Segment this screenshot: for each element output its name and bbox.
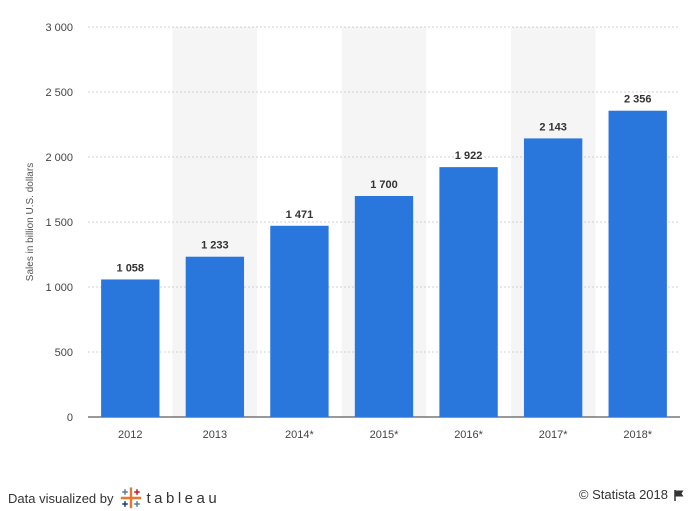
bar[interactable]: [101, 279, 160, 417]
tableau-logo[interactable]: tableau: [120, 487, 221, 509]
x-tick-label: 2017*: [539, 429, 568, 441]
bars: [101, 110, 667, 417]
bar[interactable]: [608, 110, 667, 417]
x-tick-label: 2013: [203, 429, 227, 441]
x-tick-label: 2016*: [454, 429, 483, 441]
y-tick-label: 3 000: [45, 22, 73, 34]
flag-icon[interactable]: [673, 489, 685, 501]
copyright-text: © Statista 2018: [578, 487, 668, 502]
y-axis-ticks: 0 500 1 000 1 500 2 000 2 500 3 000: [45, 22, 73, 424]
data-labels: 1 058 1 233 1 471 1 700 1 922 2 143 2 356: [117, 94, 652, 275]
bar-chart: 0 500 1 000 1 500 2 000 2 500 3 000 1 058 1 233…: [25, 22, 680, 441]
visualized-by-text: Data visualized by: [8, 490, 114, 506]
x-tick-label: 2014*: [285, 429, 314, 441]
x-tick-label: 2015*: [370, 429, 399, 441]
data-label: 1 058: [117, 262, 145, 274]
y-tick-label: 2 000: [45, 152, 73, 164]
footer: Data visualized by tableau: [0, 480, 699, 510]
x-tick-label: 2012: [118, 429, 142, 441]
y-axis-title: Sales in billion U.S. dollars: [25, 163, 36, 281]
x-tick-label: 2018*: [623, 429, 652, 441]
bar[interactable]: [354, 196, 414, 417]
x-axis-ticks: 2012 2013 2014* 2015* 2016* 2017* 2018*: [118, 429, 653, 441]
bar[interactable]: [523, 138, 583, 417]
data-label: 2 356: [624, 94, 652, 106]
statista-copyright[interactable]: © Statista 2018: [579, 487, 685, 502]
y-tick-label: 1 500: [45, 217, 73, 229]
bar[interactable]: [270, 225, 329, 417]
y-tick-label: 2 500: [45, 87, 73, 99]
data-label: 1 471: [286, 209, 314, 221]
data-label: 1 922: [455, 150, 483, 162]
visualized-by-credit[interactable]: Data visualized by tableau: [8, 487, 220, 509]
tableau-wordmark: tableau: [146, 489, 221, 507]
y-tick-label: 0: [67, 412, 73, 424]
bar[interactable]: [439, 167, 498, 417]
bar[interactable]: [185, 256, 245, 417]
y-tick-label: 1 000: [45, 282, 73, 294]
tableau-cross-icon: [120, 487, 141, 509]
data-label: 2 143: [539, 121, 567, 133]
data-label: 1 700: [370, 179, 398, 191]
data-label: 1 233: [201, 240, 229, 252]
y-tick-label: 500: [55, 347, 73, 359]
